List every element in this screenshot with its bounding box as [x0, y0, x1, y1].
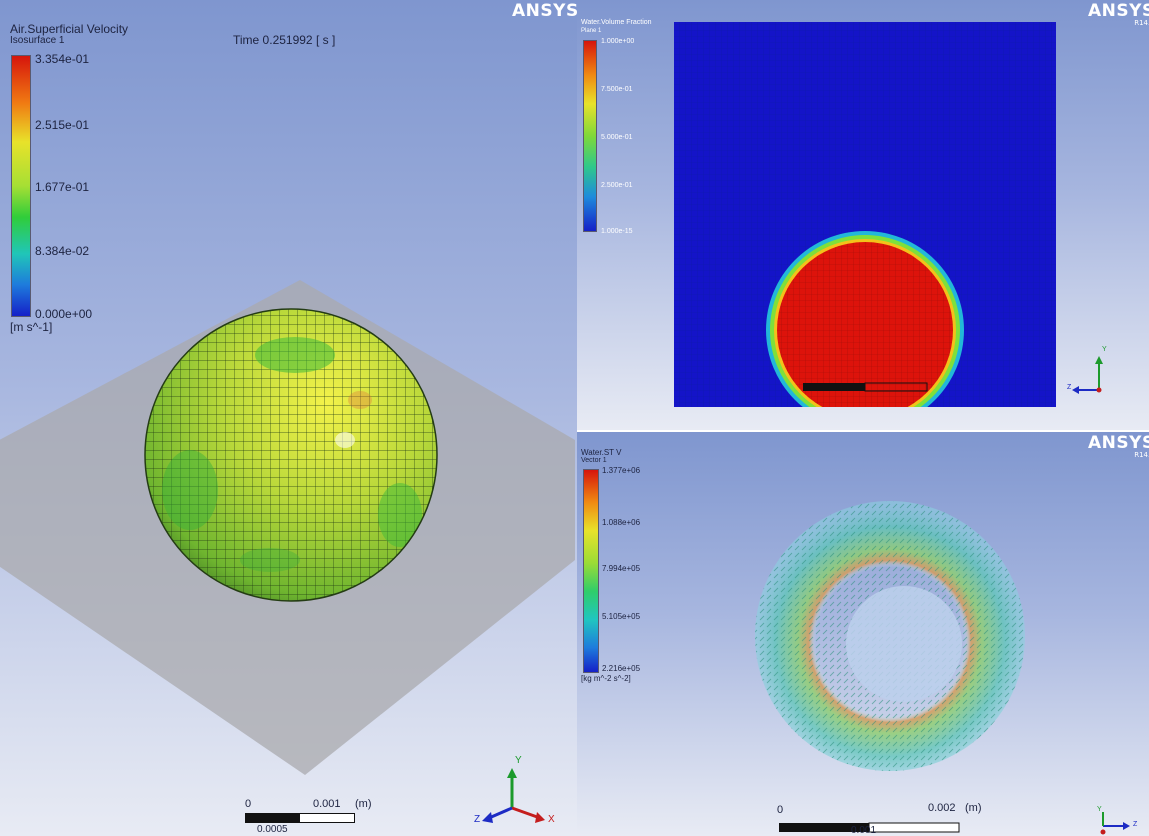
br-legend-title: Water.ST V [581, 448, 622, 457]
br-logo-text: ANSYS [1088, 433, 1149, 453]
br-axis-triad [1100, 812, 1130, 835]
tr-legend-tick-4: 2.500e-01 [601, 182, 633, 189]
left-ansys-logo: ANSYS [512, 1, 577, 21]
left-axis-z-label: Z [474, 814, 481, 825]
left-scale-max: 0.001 [313, 798, 341, 810]
left-scale-bar: 0 0.001 (m) 0.0005 [245, 798, 372, 835]
br-legend-tick-5: 2.216e+05 [602, 664, 641, 673]
tr-legend-title: Water.Volume Fraction [581, 19, 652, 26]
left-legend-tick-3: 1.677e-01 [35, 180, 90, 194]
tr-legend-tick-3: 5.000e-01 [601, 134, 633, 141]
left-legend-tick-1: 3.354e-01 [35, 52, 90, 66]
top-right-axis-triad [1072, 356, 1103, 394]
br-logo-release: R14.5 [1134, 451, 1149, 459]
vector-ring [755, 501, 1025, 771]
left-legend-unit: [m s^-1] [10, 320, 53, 334]
br-axis-y-label: Y [1097, 806, 1102, 813]
left-logo-text: ANSYS [512, 1, 577, 21]
tr-legend-tick-1: 1.000e+00 [601, 38, 635, 45]
left-legend-tick-2: 2.515e-01 [35, 118, 90, 132]
left-legend-title: Air.Superficial Velocity [10, 22, 129, 36]
water-droplet [766, 231, 964, 407]
left-axis-y-label: Y [515, 755, 522, 766]
br-scale-max: 0.002 [928, 802, 956, 814]
top-right-viewport[interactable]: Water.Volume Fraction Plane 1 1.000e+00 … [577, 0, 1149, 430]
left-color-legend-bar [11, 55, 31, 317]
tr-logo-text: ANSYS [1088, 1, 1149, 21]
br-scale-graphic [779, 822, 960, 833]
left-axis-triad [482, 768, 545, 823]
tr-ansys-logo: ANSYS R14.5 [1088, 1, 1149, 28]
br-scale-zero: 0 [777, 804, 784, 816]
bottom-right-viewport[interactable]: Water.ST V Vector 1 1.377e+06 1.088e+06 … [577, 432, 1149, 836]
isosurface-sphere [144, 308, 438, 602]
left-legend-tick-4: 8.384e-02 [35, 244, 90, 258]
left-legend-tick-5: 0.000e+00 [35, 307, 93, 321]
time-label: Time 0.251992 [ s ] [233, 33, 336, 47]
surface-tension-vectors[interactable] [577, 432, 1149, 836]
br-legend-tick-3: 7.994e+05 [602, 564, 641, 573]
left-scale-mid: 0.0005 [257, 824, 288, 835]
tr-axis-z-label: Z [1067, 384, 1072, 391]
volume-fraction-plane[interactable] [577, 0, 1149, 430]
br-ansys-logo: ANSYS R14.5 [1088, 433, 1149, 460]
br-legend-tick-2: 1.088e+06 [602, 518, 641, 527]
left-scale-graphic [245, 813, 355, 823]
br-legend-unit: [kg m^-2 s^-2] [581, 674, 631, 683]
br-color-legend-bar [583, 469, 599, 673]
left-scale-zero: 0 [245, 798, 252, 810]
left-viewport[interactable]: Air.Superficial Velocity Isosurface 1 3.… [0, 0, 577, 836]
left-axis-x-label: X [548, 814, 555, 825]
tr-legend-tick-2: 7.500e-01 [601, 86, 633, 93]
left-scale-unit: (m) [355, 798, 372, 810]
br-legend-tick-1: 1.377e+06 [602, 466, 641, 475]
isosurface-scene[interactable] [0, 0, 577, 836]
br-scale-mid: 0.001 [851, 825, 877, 836]
br-legend-subtitle: Vector 1 [581, 457, 607, 464]
tr-axis-y-label: Y [1102, 346, 1107, 353]
left-legend-subtitle: Isosurface 1 [10, 35, 65, 46]
tr-legend-subtitle: Plane 1 [581, 28, 602, 34]
br-scale-unit: (m) [965, 802, 982, 814]
tr-logo-release: R14.5 [1134, 19, 1149, 27]
tr-color-legend-bar [583, 40, 597, 232]
br-legend-tick-4: 5.105e+05 [602, 612, 641, 621]
br-axis-z-label: Z [1133, 821, 1138, 828]
tr-legend-tick-5: 1.000e-15 [601, 228, 633, 235]
